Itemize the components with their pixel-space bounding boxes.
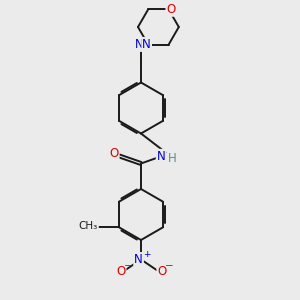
Text: CH₃: CH₃ [79, 221, 98, 231]
Text: H: H [168, 152, 177, 165]
Text: N: N [134, 253, 143, 266]
Text: O: O [158, 265, 166, 278]
Text: O: O [116, 265, 125, 278]
Text: N: N [135, 38, 144, 51]
Text: N: N [157, 150, 166, 163]
Text: +: + [143, 250, 150, 259]
Text: −: − [124, 261, 133, 271]
Text: N: N [142, 38, 151, 51]
Text: O: O [167, 3, 176, 16]
Text: O: O [110, 147, 118, 160]
Text: −: − [165, 261, 174, 271]
